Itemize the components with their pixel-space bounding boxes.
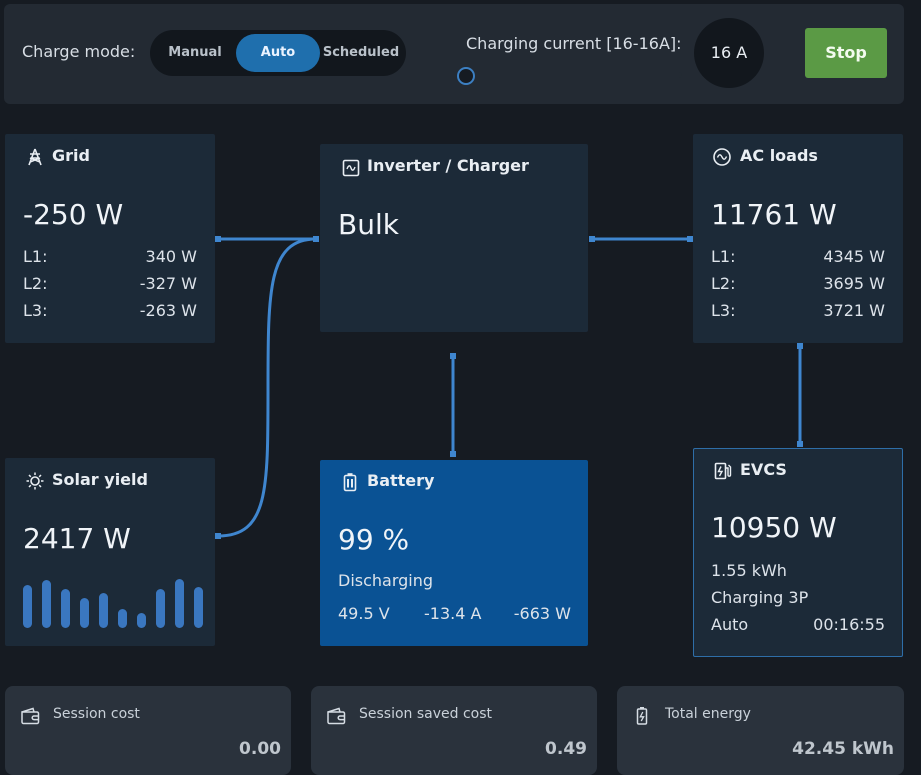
battery-title: Battery (367, 471, 435, 490)
solar-bar (99, 593, 108, 628)
ac-loads-power: 11761 W (711, 198, 837, 231)
evcs-power: 10950 W (711, 511, 837, 544)
solar-bar (80, 598, 89, 628)
solar-bar (23, 585, 32, 628)
mode-scheduled-button[interactable]: Scheduled (322, 45, 400, 60)
wallet-icon (327, 707, 346, 725)
grid-tile[interactable]: Grid -250 W L1: 340 W L2: -327 W L3: -26… (5, 134, 215, 343)
evcs-tile[interactable]: EVCS 10950 W 1.55 kWh Charging 3P Auto 0… (693, 448, 903, 657)
battery-power: -663 W (513, 604, 571, 623)
evcs-title: EVCS (740, 460, 787, 479)
evcs-session-time: 00:16:55 (813, 615, 885, 634)
solar-bar (194, 587, 203, 628)
wire-node (797, 441, 803, 447)
session-saved-cost-card: Session saved cost 0.49 (311, 686, 597, 775)
session-cost-label: Session cost (53, 706, 140, 722)
inverter-title: Inverter / Charger (367, 156, 529, 175)
total-energy-value: 42.45 kWh (792, 739, 894, 759)
battery-charge-icon (636, 707, 648, 725)
ac-loads-title: AC loads (740, 146, 818, 165)
phase-label: L3: (23, 301, 48, 320)
battery-tile[interactable]: Battery 99 % Discharging 49.5 V -13.4 A … (320, 460, 588, 646)
ac-phase-l2: L2: 3695 W (711, 274, 885, 293)
phase-label: L3: (711, 301, 736, 320)
solar-bar (175, 579, 184, 628)
ac-wave-icon (713, 148, 731, 166)
sun-icon (26, 472, 44, 490)
wire-node (450, 353, 456, 359)
session-cost-value: 0.00 (239, 739, 281, 759)
phase-label: L2: (23, 274, 48, 293)
wire-node (215, 533, 221, 539)
wire-node (797, 343, 803, 349)
grid-phase-l3: L3: -263 W (23, 301, 197, 320)
ac-loads-tile[interactable]: AC loads 11761 W L1: 4345 W L2: 3695 W L… (693, 134, 903, 343)
session-saved-cost-label: Session saved cost (359, 706, 493, 722)
phase-label: L1: (23, 247, 48, 266)
solar-bar (61, 589, 70, 628)
evcs-energy: 1.55 kWh (711, 561, 787, 580)
inverter-state: Bulk (338, 208, 399, 241)
phase-value: -327 W (139, 274, 197, 293)
wire-node (215, 236, 221, 242)
total-energy-card: Total energy 42.45 kWh (617, 686, 904, 775)
stop-button[interactable]: Stop (805, 28, 887, 78)
total-energy-label: Total energy (665, 706, 751, 722)
evcs-status: Charging 3P (711, 588, 809, 607)
wire-node (589, 236, 595, 242)
solar-bar (118, 609, 127, 628)
phase-value: -263 W (139, 301, 197, 320)
phase-value: 3695 W (823, 274, 885, 293)
inverter-tile[interactable]: Inverter / Charger Bulk (320, 144, 588, 332)
solar-power: 2417 W (23, 522, 131, 555)
solar-inverter-wire (217, 237, 317, 538)
solar-bar (137, 613, 146, 628)
ev-charger-icon (714, 462, 732, 480)
charging-current-slider[interactable] (466, 72, 682, 78)
grid-phase-l1: L1: 340 W (23, 247, 197, 266)
wire-node (313, 236, 319, 242)
phase-value: 340 W (145, 247, 197, 266)
power-pylon-icon (28, 148, 42, 166)
battery-voltage: 49.5 V (338, 604, 390, 623)
phase-label: L2: (711, 274, 736, 293)
grid-power: -250 W (23, 198, 124, 231)
session-saved-cost-value: 0.49 (545, 739, 587, 759)
mode-auto-button[interactable]: Auto (236, 34, 320, 72)
slider-handle[interactable] (457, 67, 475, 85)
battery-icon (343, 473, 357, 492)
solar-bar (42, 580, 51, 628)
inverter-icon (342, 159, 360, 177)
phase-label: L1: (711, 247, 736, 266)
charge-mode-selector: Manual Auto Scheduled (150, 30, 406, 76)
phase-value: 3721 W (823, 301, 885, 320)
solar-tile[interactable]: Solar yield 2417 W (5, 458, 215, 646)
battery-soc: 99 % (338, 523, 410, 556)
wire-node (687, 236, 693, 242)
battery-state: Discharging (338, 571, 434, 590)
charging-current-label: Charging current [16-16A]: (466, 34, 682, 53)
evcs-mode: Auto (711, 615, 749, 634)
grid-phase-l2: L2: -327 W (23, 274, 197, 293)
ac-phase-l1: L1: 4345 W (711, 247, 885, 266)
session-cost-card: Session cost 0.00 (5, 686, 291, 775)
solar-bar (156, 589, 165, 628)
grid-title: Grid (52, 146, 90, 165)
charge-mode-label: Charge mode: (22, 42, 136, 61)
wallet-icon (21, 707, 40, 725)
solar-title: Solar yield (52, 470, 148, 489)
current-value-display: 16 A (694, 18, 764, 88)
ac-phase-l3: L3: 3721 W (711, 301, 885, 320)
phase-value: 4345 W (823, 247, 885, 266)
mode-manual-button[interactable]: Manual (168, 45, 222, 60)
battery-current: -13.4 A (424, 604, 482, 623)
wire-node (450, 451, 456, 457)
